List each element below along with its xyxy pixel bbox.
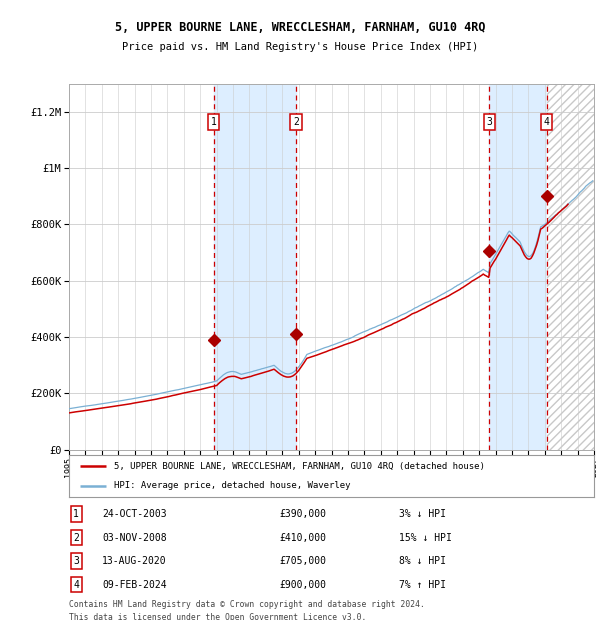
Text: 8% ↓ HPI: 8% ↓ HPI <box>399 556 446 566</box>
Text: £390,000: £390,000 <box>279 509 326 519</box>
Text: 5, UPPER BOURNE LANE, WRECCLESHAM, FARNHAM, GU10 4RQ: 5, UPPER BOURNE LANE, WRECCLESHAM, FARNH… <box>115 22 485 34</box>
Text: £410,000: £410,000 <box>279 533 326 542</box>
Text: 2: 2 <box>293 117 299 127</box>
Text: 4: 4 <box>544 117 550 127</box>
Text: HPI: Average price, detached house, Waverley: HPI: Average price, detached house, Wave… <box>113 481 350 490</box>
Text: 2: 2 <box>73 533 79 542</box>
Bar <box>214 84 296 449</box>
Text: £900,000: £900,000 <box>279 580 326 590</box>
Text: This data is licensed under the Open Government Licence v3.0.: This data is licensed under the Open Gov… <box>69 613 367 620</box>
Text: 3: 3 <box>73 556 79 566</box>
Text: 4: 4 <box>73 580 79 590</box>
Text: 3: 3 <box>487 117 492 127</box>
Text: 13-AUG-2020: 13-AUG-2020 <box>102 556 167 566</box>
Text: 1: 1 <box>73 509 79 519</box>
Text: Price paid vs. HM Land Registry's House Price Index (HPI): Price paid vs. HM Land Registry's House … <box>122 42 478 51</box>
Text: 3% ↓ HPI: 3% ↓ HPI <box>399 509 446 519</box>
Text: 03-NOV-2008: 03-NOV-2008 <box>102 533 167 542</box>
Text: 7% ↑ HPI: 7% ↑ HPI <box>399 580 446 590</box>
Bar <box>490 84 547 449</box>
Text: 1: 1 <box>211 117 217 127</box>
Text: 09-FEB-2024: 09-FEB-2024 <box>102 580 167 590</box>
Bar <box>547 84 594 449</box>
Text: 24-OCT-2003: 24-OCT-2003 <box>102 509 167 519</box>
Text: 15% ↓ HPI: 15% ↓ HPI <box>399 533 452 542</box>
Bar <box>547 84 594 449</box>
Text: Contains HM Land Registry data © Crown copyright and database right 2024.: Contains HM Land Registry data © Crown c… <box>69 600 425 609</box>
Text: £705,000: £705,000 <box>279 556 326 566</box>
Text: 5, UPPER BOURNE LANE, WRECCLESHAM, FARNHAM, GU10 4RQ (detached house): 5, UPPER BOURNE LANE, WRECCLESHAM, FARNH… <box>113 462 485 471</box>
